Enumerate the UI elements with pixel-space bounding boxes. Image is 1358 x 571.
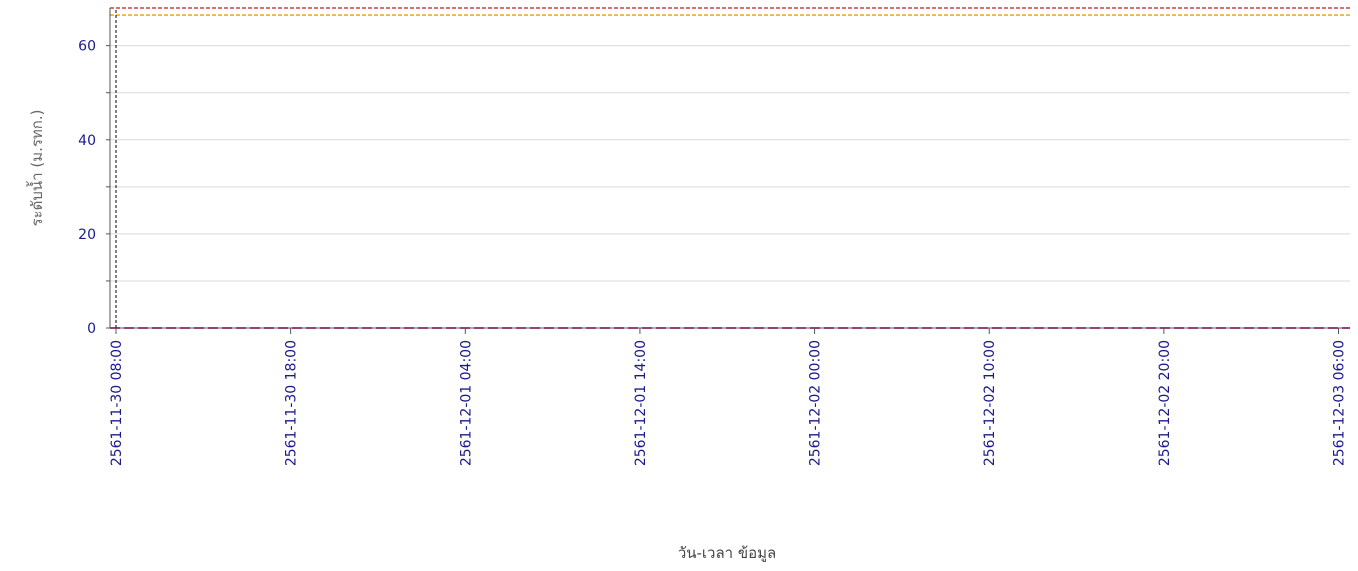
y-tick-label: 0 [87, 321, 96, 337]
x-tick-label: 2561-12-01 14:00 [633, 340, 649, 466]
x-tick-label: 2561-12-01 04:00 [458, 340, 474, 466]
x-tick-label: 2561-11-30 08:00 [109, 340, 125, 466]
y-tick-label: 60 [78, 39, 96, 55]
y-axis-title: ระดับน้ำ (ม.รทก.) [26, 110, 46, 227]
grid-lines [110, 45, 1350, 282]
x-tick-label: 2561-12-02 00:00 [808, 340, 824, 466]
reference-lines [110, 7, 1350, 329]
x-axis-title: วัน-เวลา ข้อมูล [678, 544, 776, 562]
x-tick-label: 2561-12-02 10:00 [982, 340, 998, 466]
x-tick-label: 2561-12-02 20:00 [1157, 340, 1173, 466]
x-tick-label: 2561-12-03 06:00 [1332, 340, 1348, 466]
x-tick-labels: 2561-11-30 08:00 2561-11-30 18:00 2561-12-… [109, 340, 1348, 466]
x-tick-label: 2561-11-30 18:00 [284, 340, 300, 466]
y-tick-label: 40 [78, 133, 96, 149]
y-tick-labels: 0 20 40 60 [78, 39, 96, 337]
y-tick-label: 20 [78, 227, 96, 243]
axes [106, 8, 1350, 334]
